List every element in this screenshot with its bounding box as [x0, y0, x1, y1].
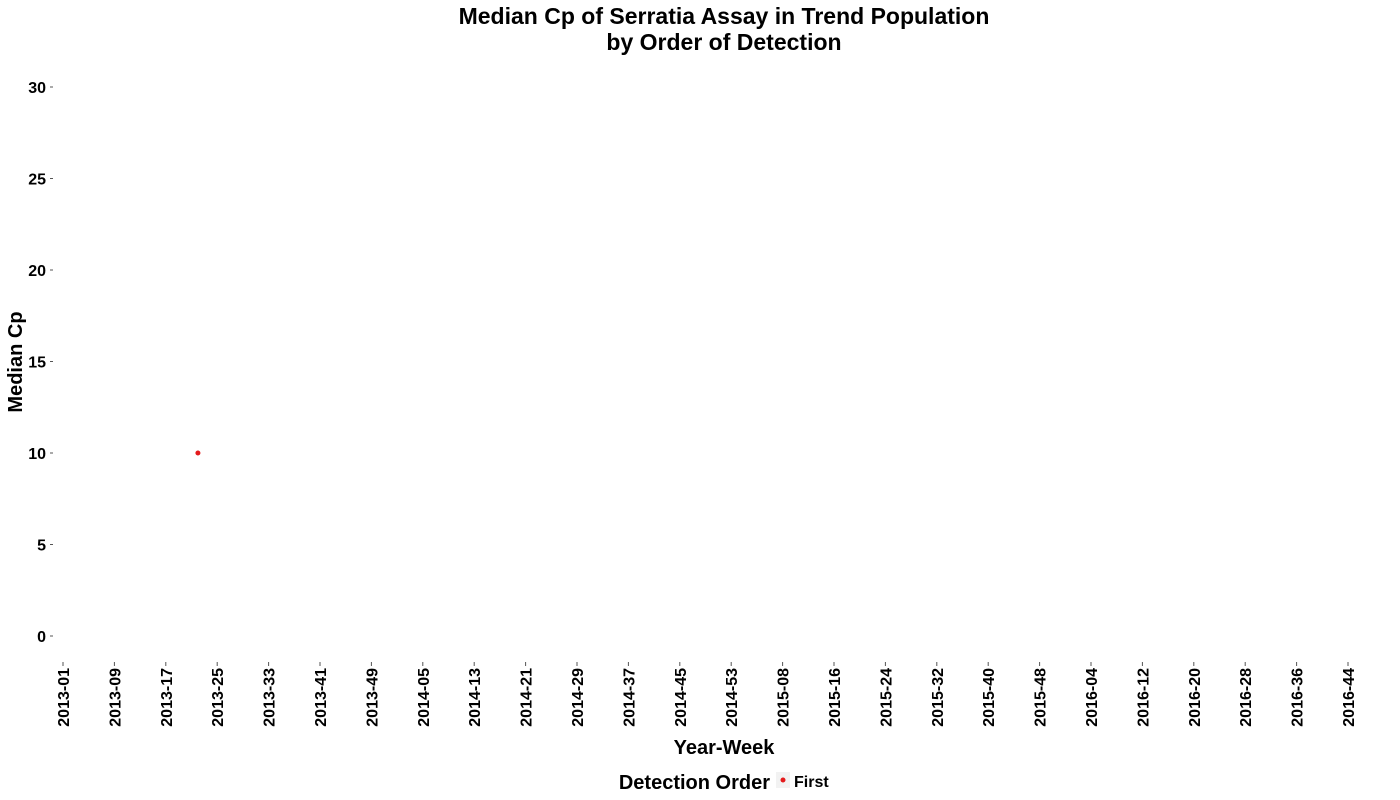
x-axis-title: Year-Week [674, 737, 776, 759]
x-tick-label: 2013-33 [262, 668, 279, 727]
x-tick-label: 2013-49 [364, 668, 381, 727]
legend: Detection Order First [619, 772, 829, 794]
y-tick-label: 0 [37, 629, 46, 646]
x-tick-label: 2014-53 [724, 668, 741, 727]
x-tick-label: 2014-45 [673, 668, 690, 727]
chart-title-line-2: by Order of Detection [606, 29, 841, 55]
x-tick-label: 2016-12 [1135, 668, 1152, 727]
x-tick-label: 2013-09 [107, 668, 124, 727]
x-tick-label: 2013-01 [56, 668, 73, 727]
x-tick-label: 2015-32 [930, 668, 947, 727]
legend-label-first: First [794, 774, 829, 791]
y-tick-label: 30 [28, 80, 46, 97]
y-axis-title: Median Cp [5, 311, 27, 412]
x-tick-label: 2013-25 [210, 668, 227, 727]
x-tick-label: 2015-48 [1033, 668, 1050, 727]
x-tick-label: 2015-08 [776, 668, 793, 727]
y-axis: 0 5 10 15 20 25 30 [28, 80, 53, 646]
x-tick-label: 2016-20 [1187, 668, 1204, 727]
y-tick-label: 15 [28, 355, 46, 372]
x-axis: 2013-01 2013-09 2013-17 2013-25 2013-33 2013-… [56, 662, 1358, 727]
y-tick-label: 10 [28, 446, 46, 463]
x-tick-label: 2014-21 [519, 668, 536, 727]
x-tick-label: 2014-13 [467, 668, 484, 727]
x-tick-label: 2014-05 [416, 668, 433, 727]
x-tick-label: 2015-24 [878, 668, 895, 727]
y-tick-label: 25 [28, 172, 46, 189]
legend-title: Detection Order [619, 772, 770, 794]
x-tick-label: 2015-40 [981, 668, 998, 727]
x-tick-label: 2016-44 [1341, 668, 1358, 727]
x-tick-label: 2016-28 [1238, 668, 1255, 727]
y-tick-label: 20 [28, 263, 46, 280]
x-tick-label: 2015-16 [827, 668, 844, 727]
y-tick-label: 5 [37, 538, 46, 555]
x-tick-label: 2013-17 [159, 668, 176, 727]
legend-key-first [780, 777, 786, 783]
x-tick-label: 2016-36 [1290, 668, 1307, 727]
chart-title-line-1: Median Cp of Serratia Assay in Trend Pop… [459, 3, 990, 29]
x-tick-label: 2014-37 [621, 668, 638, 727]
plot-area [195, 450, 201, 456]
x-tick-label: 2014-29 [570, 668, 587, 727]
x-tick-label: 2013-41 [313, 668, 330, 727]
data-point-first [195, 450, 201, 456]
x-tick-label: 2016-04 [1084, 668, 1101, 727]
